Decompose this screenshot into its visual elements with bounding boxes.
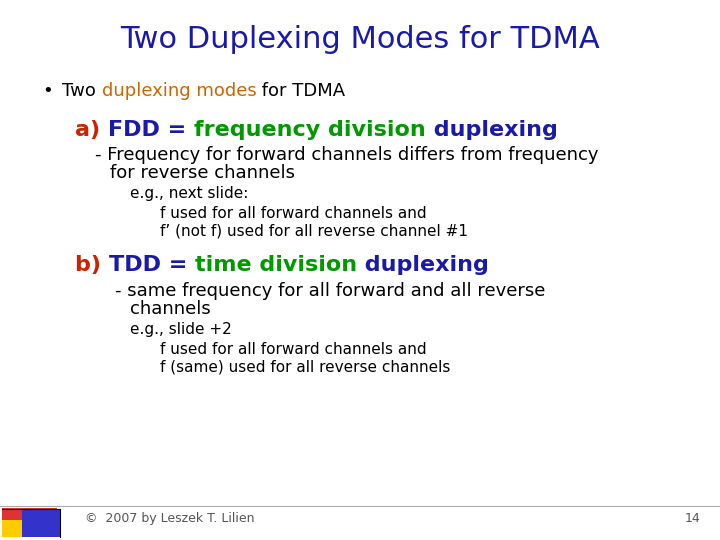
Text: time division: time division	[195, 255, 357, 275]
Text: f used for all forward channels and: f used for all forward channels and	[160, 206, 427, 221]
Bar	[2, 508, 57, 520]
Text: frequency division: frequency division	[194, 120, 426, 140]
Text: - Frequency for forward channels differs from frequency: - Frequency for forward channels differs…	[95, 146, 598, 164]
Text: b): b)	[75, 255, 109, 275]
Text: f used for all forward channels and: f used for all forward channels and	[160, 342, 427, 357]
Text: •: •	[42, 82, 53, 100]
Text: duplexing: duplexing	[426, 120, 557, 140]
Text: for TDMA: for TDMA	[256, 82, 346, 100]
Text: channels: channels	[130, 300, 211, 318]
Text: f (same) used for all reverse channels: f (same) used for all reverse channels	[160, 360, 451, 375]
Text: a): a)	[75, 120, 108, 140]
Text: duplexing modes: duplexing modes	[102, 82, 256, 100]
Text: e.g., next slide:: e.g., next slide:	[130, 186, 248, 201]
Text: f’ (not f) used for all reverse channel #1: f’ (not f) used for all reverse channel …	[160, 224, 468, 239]
Text: for reverse channels: for reverse channels	[110, 164, 295, 182]
Text: 14: 14	[684, 512, 700, 525]
Text: FDD =: FDD =	[108, 120, 194, 140]
Bar	[2, 509, 40, 537]
Text: Two Duplexing Modes for TDMA: Two Duplexing Modes for TDMA	[120, 25, 600, 54]
Text: duplexing: duplexing	[357, 255, 489, 275]
Text: Two: Two	[62, 82, 102, 100]
Bar	[22, 509, 60, 537]
Text: ©  2007 by Leszek T. Lilien: © 2007 by Leszek T. Lilien	[85, 512, 254, 525]
Text: - same frequency for all forward and all reverse: - same frequency for all forward and all…	[115, 282, 545, 300]
Text: e.g., slide +2: e.g., slide +2	[130, 322, 232, 337]
Text: TDD =: TDD =	[109, 255, 195, 275]
